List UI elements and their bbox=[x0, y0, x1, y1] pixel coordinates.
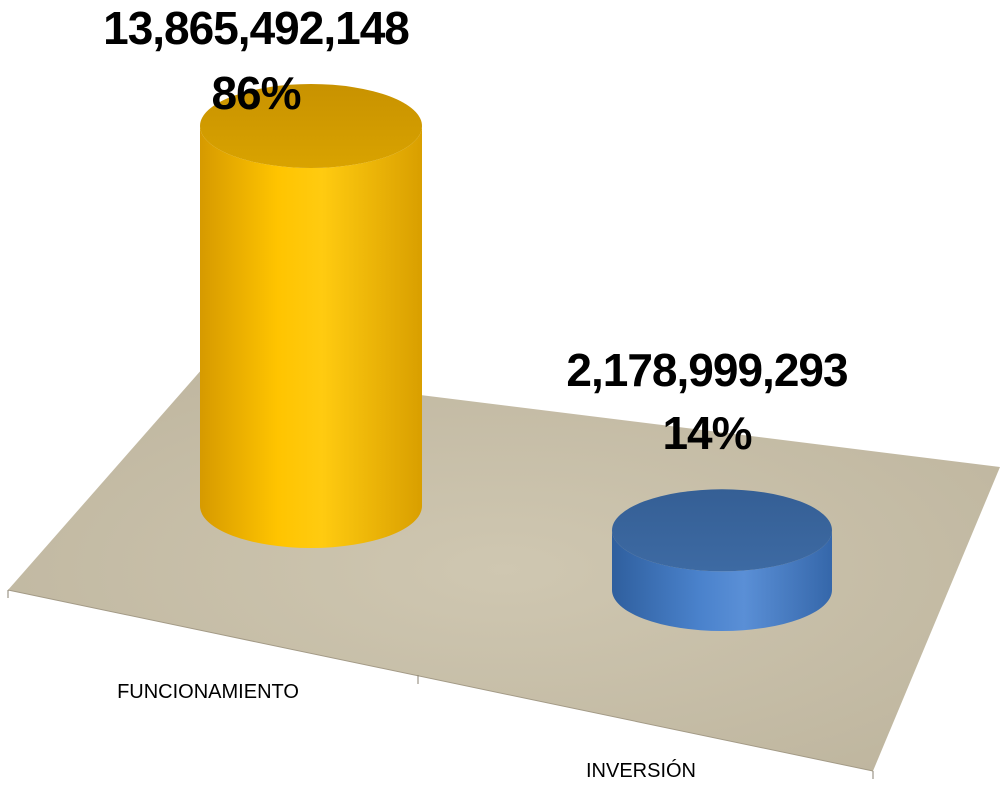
chart-floor bbox=[8, 368, 1000, 771]
bar-inversion bbox=[612, 489, 832, 631]
data-label-percent-funcionamiento: 86% bbox=[211, 67, 300, 119]
data-label-value-funcionamiento: 13,865,492,148 bbox=[103, 2, 409, 54]
bar-inversion-body bbox=[612, 530, 832, 631]
data-label-percent-inversion: 14% bbox=[662, 407, 751, 459]
bar-funcionamiento-top bbox=[200, 84, 422, 168]
category-label-inversion: INVERSIÓN bbox=[586, 759, 696, 782]
bar-funcionamiento-body bbox=[200, 126, 422, 548]
bar-funcionamiento bbox=[200, 84, 422, 548]
category-label-funcionamiento: FUNCIONAMIENTO bbox=[117, 681, 299, 703]
bar-inversion-top bbox=[612, 489, 832, 572]
data-label-value-inversion: 2,178,999,293 bbox=[566, 344, 847, 396]
floor-edge bbox=[7, 589, 874, 772]
